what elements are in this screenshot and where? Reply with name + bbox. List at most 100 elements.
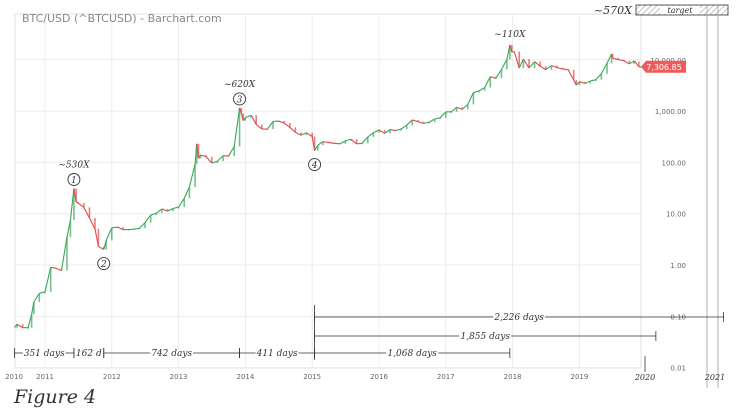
price-candle [194, 164, 196, 188]
price-series: 7,306.85 [13, 44, 686, 329]
hand-x-label: 2021 [704, 373, 725, 382]
price-candle [94, 218, 96, 229]
price-candle [317, 145, 319, 151]
price-candle [73, 188, 75, 221]
price-candle [199, 155, 202, 159]
price-segment [400, 124, 408, 130]
x-tick-label: 2015 [303, 373, 321, 381]
x-tick-label: 2018 [504, 373, 522, 381]
price-candle [75, 188, 77, 202]
price-segment [456, 106, 463, 110]
price-candle [428, 122, 430, 124]
price-segment [88, 217, 96, 229]
price-segment [423, 121, 430, 125]
price-segment [345, 138, 352, 142]
price-candle [634, 60, 636, 62]
price-candle [300, 132, 302, 136]
price-candle [445, 111, 447, 118]
price-candle [82, 203, 85, 208]
price-candle [433, 119, 436, 123]
price-candle [389, 129, 391, 134]
price-segment [155, 208, 163, 214]
marker-number: 4 [311, 161, 318, 171]
price-segment [306, 132, 313, 137]
price-candle [183, 198, 186, 208]
x-axis-ticks: 2010 2011 2012 2013 2014 2015 2016 2017 2018 2019 [5, 373, 588, 381]
price-segment [317, 141, 324, 146]
price-segment [117, 226, 123, 231]
price-candle [205, 155, 208, 157]
price-segment [167, 208, 174, 212]
x-tick-label: 2013 [170, 373, 188, 381]
price-candle [589, 81, 591, 84]
price-segment [467, 92, 474, 105]
price-candle [27, 327, 29, 329]
price-segment [161, 208, 168, 212]
price-candle [311, 132, 313, 137]
price-candle [30, 314, 33, 328]
price-segment [490, 76, 496, 79]
price-candle [405, 125, 408, 129]
price-candle [172, 208, 174, 212]
price-candle [633, 60, 635, 64]
multiple-label: ~530X [58, 160, 90, 170]
price-segment [300, 132, 307, 136]
chart-title: BTC/USD (^BTCUSD) - Barchart.com [22, 12, 222, 25]
price-segment [361, 136, 369, 144]
price-candle [556, 65, 558, 68]
price-segment [373, 129, 380, 134]
multiple-label: ~110X [494, 30, 526, 40]
price-candle [511, 44, 513, 53]
price-candle [522, 59, 525, 69]
price-segment [384, 129, 391, 134]
multiple-label: ~620X [224, 80, 256, 90]
price-candle [97, 228, 100, 247]
interval-label: 411 days [256, 349, 298, 359]
price-segment [478, 87, 485, 92]
marker-number: 1 [71, 176, 77, 186]
price-segment [33, 293, 40, 303]
price-candle [222, 155, 224, 162]
price-segment [522, 58, 530, 69]
price-segment [178, 197, 185, 208]
price-candle [44, 291, 46, 294]
price-candle [355, 139, 358, 144]
price-candle [161, 208, 163, 214]
price-segment [378, 129, 385, 134]
price-segment [50, 266, 56, 269]
plot-frame [14, 13, 642, 369]
price-candle [623, 59, 625, 61]
price-segment [528, 61, 535, 69]
price-candle [483, 87, 486, 91]
price-segment [60, 237, 68, 271]
price-candle [33, 301, 35, 315]
price-candle [197, 143, 200, 159]
price-segment [16, 323, 23, 329]
price-segment [417, 121, 424, 125]
price-segment [183, 186, 190, 199]
price-candle [561, 67, 564, 69]
price-segment [395, 128, 402, 132]
price-segment [551, 65, 558, 69]
price-segment [590, 79, 597, 82]
price-segment [439, 111, 447, 119]
price-segment [461, 104, 469, 110]
y-tick-label: 100.00 [662, 159, 687, 167]
price-candle [88, 207, 91, 219]
price-candle [294, 127, 297, 133]
price-segment [139, 222, 146, 229]
price-segment [188, 163, 196, 188]
price-segment [205, 156, 213, 164]
x-tick-label: 2019 [570, 373, 588, 381]
figure-caption: Figure 4 [13, 386, 96, 408]
price-segment [150, 212, 157, 216]
x-tick-label: 2017 [437, 373, 455, 381]
price-candle [466, 104, 469, 110]
last-price-label: 7,306.85 [646, 63, 682, 72]
price-segment [211, 160, 218, 164]
interval-label: 162 d [76, 349, 102, 359]
price-candle [518, 51, 520, 69]
price-candle [455, 107, 458, 112]
price-candle [233, 146, 236, 157]
